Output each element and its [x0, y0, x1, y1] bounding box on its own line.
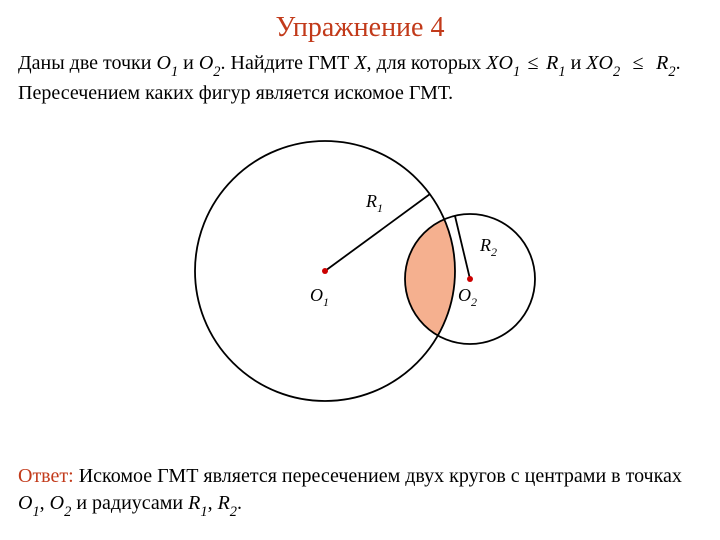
sym-O2: O2 — [50, 492, 72, 514]
sym-O2: O2 — [199, 52, 221, 74]
sym-XO2: XO2 — [586, 52, 620, 74]
sym-O1: O1 — [156, 52, 178, 74]
leq-icon: ≤ — [630, 50, 646, 77]
problem-part: . Найдите ГМТ — [221, 52, 355, 74]
svg-text:O1: O1 — [310, 285, 329, 309]
answer-part: , — [40, 492, 50, 514]
sym-O1: O1 — [18, 492, 40, 514]
sym-R2: R2 — [218, 492, 237, 514]
sym-XO1: XO1 — [486, 52, 520, 74]
sym-R1: R1 — [546, 52, 565, 74]
sym-R1: R1 — [188, 492, 207, 514]
answer-part: и радиусами — [71, 492, 188, 514]
problem-part: и — [566, 52, 587, 74]
answer-text: Ответ: Искомое ГМТ является пересечением… — [18, 463, 702, 520]
sym-R2: R2 — [656, 52, 675, 74]
problem-part: и — [178, 52, 199, 74]
sym-X: X — [354, 52, 366, 74]
problem-part: Даны две точки — [18, 52, 156, 74]
diagram-container: R1 R2 O1 O2 — [18, 111, 702, 411]
svg-text:R2: R2 — [479, 235, 497, 259]
svg-text:R1: R1 — [365, 191, 383, 215]
leq-icon: ≤ — [525, 50, 541, 77]
answer-part: Искомое ГМТ является пересечением двух к… — [74, 465, 682, 487]
problem-part: , для которых — [367, 52, 487, 74]
answer-label: Ответ: — [18, 465, 74, 487]
answer-part: . — [237, 492, 242, 514]
answer-part: , — [208, 492, 218, 514]
circles-diagram: R1 R2 O1 O2 — [130, 111, 590, 411]
problem-text: Даны две точки O1 и O2. Найдите ГМТ X, д… — [18, 50, 702, 107]
exercise-title: Упражнение 4 — [18, 12, 702, 44]
svg-text:O2: O2 — [458, 285, 477, 309]
